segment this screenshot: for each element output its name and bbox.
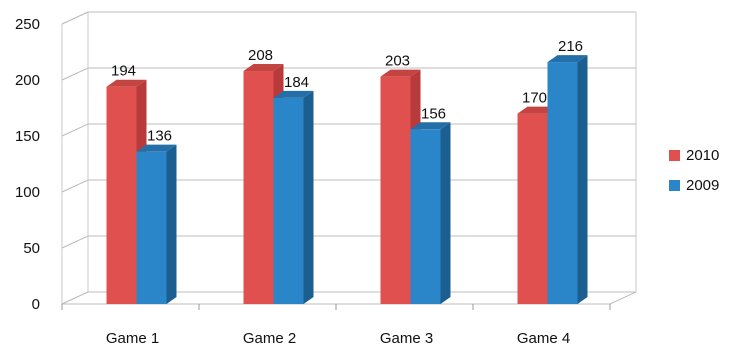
data-label: 203 <box>385 53 410 70</box>
data-label: 194 <box>111 63 136 80</box>
bar-2010-game-2 <box>243 71 274 304</box>
bar-2009-game-3 <box>410 129 441 304</box>
data-label: 184 <box>284 74 309 91</box>
y-tick-label: 200 <box>15 72 40 89</box>
y-tick-label: 0 <box>32 296 40 313</box>
bar-2009-game-1 <box>136 151 167 304</box>
gridline-side <box>61 235 89 249</box>
legend-label: 2010 <box>686 147 719 164</box>
y-tick-label: 250 <box>15 16 40 33</box>
x-category-label: Game 1 <box>106 330 159 347</box>
bar-2009-game-4 <box>547 62 578 304</box>
legend-swatch <box>669 180 680 191</box>
y-tick-label: 50 <box>23 240 40 257</box>
data-label: 208 <box>248 47 273 64</box>
data-label: 136 <box>147 128 172 145</box>
x-category-label: Game 4 <box>517 330 570 347</box>
bar-top <box>380 69 421 77</box>
bar-side <box>577 55 588 304</box>
bar-top <box>136 144 177 152</box>
legend-label: 2009 <box>686 177 719 194</box>
gridline-side <box>61 67 89 81</box>
bar-2010-game-1 <box>106 86 137 304</box>
gridline-side <box>61 11 89 25</box>
bar-top <box>106 79 147 87</box>
bar-top <box>547 55 588 63</box>
gridline-side <box>61 179 89 193</box>
bar-top <box>273 90 314 98</box>
y-tick-label: 150 <box>15 128 40 145</box>
legend-swatch <box>669 150 680 161</box>
bar-side <box>166 144 177 304</box>
x-category-label: Game 3 <box>380 330 433 347</box>
bar-2010-game-4 <box>517 113 548 304</box>
bar-side <box>303 90 314 304</box>
gridline-side <box>61 123 89 137</box>
bar-2010-game-3 <box>380 76 411 304</box>
data-label: 216 <box>558 38 583 55</box>
bar-2009-game-2 <box>273 97 304 304</box>
data-label: 156 <box>421 105 446 122</box>
y-tick-label: 100 <box>15 184 40 201</box>
data-label: 170 <box>522 90 547 107</box>
x-category-label: Game 2 <box>243 330 296 347</box>
bar-side <box>440 122 451 304</box>
bar-top <box>410 122 451 130</box>
bar-top <box>243 64 284 72</box>
